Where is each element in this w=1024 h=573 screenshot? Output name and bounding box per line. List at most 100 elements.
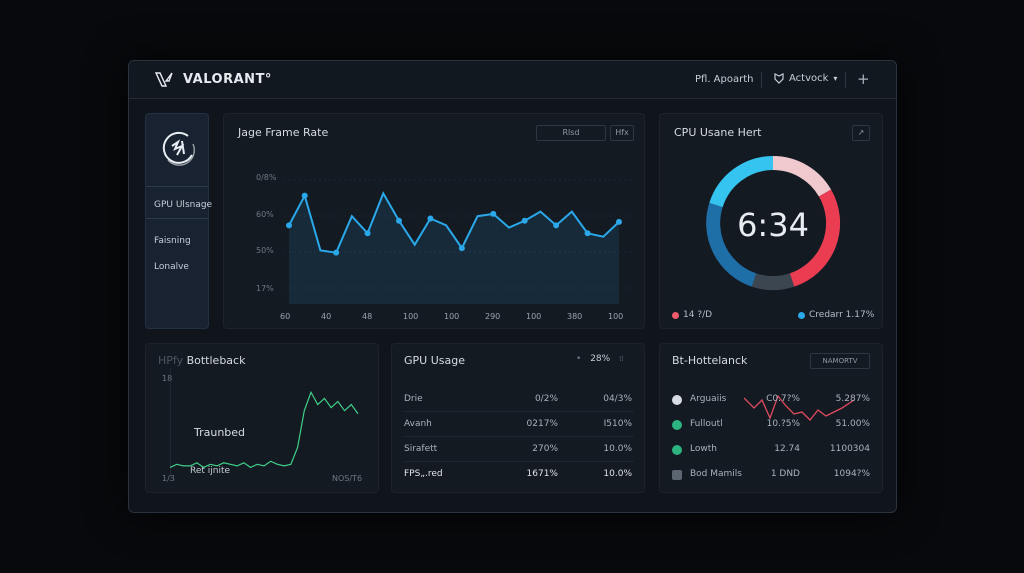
top-bar: VALORANT° Pfl. Apoarth Actvock ▾ +	[129, 61, 896, 99]
bottleneck-label-sub: Ret ijnite	[190, 466, 231, 476]
expand-icon[interactable]: ↗	[852, 125, 870, 141]
bt-row-value-a: C0.7?%	[766, 394, 800, 404]
divider	[761, 72, 762, 88]
sidebar-item-gpu-usage[interactable]: GPU Ulsnage	[154, 200, 213, 210]
sidebar-item-lonalve[interactable]: Lonalve	[154, 262, 189, 272]
account-menu[interactable]: Actvock ▾	[774, 73, 837, 84]
more-icon: ⁞⁞	[619, 355, 624, 363]
x-tick-label: 380	[567, 312, 583, 321]
bt-row-label: Fulloutl	[690, 419, 723, 429]
x-tick-label: 60	[280, 312, 291, 321]
gpu-usage-card: GPU Usage • 28% ⁞⁞ Drie 0/2% 04/3% Avanh 021…	[391, 343, 645, 493]
cpu-gauge	[706, 155, 841, 291]
brand-name: VALORANT°	[183, 72, 272, 87]
data-point	[427, 215, 434, 222]
series-area	[289, 193, 619, 304]
row-divider	[404, 411, 634, 412]
valorant-logo-icon	[155, 72, 173, 87]
gpu-row-value-a: 0217%	[526, 419, 558, 429]
bt-row-value-a: 1 DND	[770, 469, 800, 479]
data-point	[553, 222, 560, 229]
data-point	[396, 217, 402, 224]
data-point	[301, 192, 308, 199]
cpu-legend-left: 14 ?/D	[672, 310, 712, 320]
user-name[interactable]: Pfl. Apoarth	[695, 74, 754, 85]
series-line	[170, 390, 359, 469]
dot-icon	[672, 445, 682, 455]
y-tick-label: 18	[162, 374, 173, 383]
bt-row-label: Arguaiis	[690, 394, 727, 404]
bt-row-value-b: 1094?%	[833, 469, 870, 479]
data-point	[616, 218, 622, 225]
gpu-usage-title: GPU Usage	[404, 354, 465, 367]
gpu-row-value-b: I510%	[603, 419, 632, 429]
cpu-title: CPU Usane Hert	[674, 126, 762, 139]
data-point	[333, 249, 340, 256]
monitor-button[interactable]: NAMORTV	[810, 353, 870, 369]
gpu-row-value-b: 04/3%	[603, 394, 632, 404]
data-point	[286, 222, 292, 229]
data-point	[490, 210, 497, 217]
bottleneck-title: HPfy Bottleback	[158, 354, 245, 367]
frame-rate-chart	[284, 179, 634, 304]
x-tick-label: 100	[403, 312, 419, 321]
bottleneck-label-main: Traunbed	[194, 426, 246, 439]
bt-row-value-a: 12.74	[774, 444, 800, 454]
frame-rate-option-button[interactable]: Hfx	[610, 125, 634, 141]
divider	[845, 72, 846, 88]
x-tick-label: 100	[526, 312, 542, 321]
row-divider	[404, 436, 634, 437]
cpu-time: 6:34	[737, 206, 809, 244]
bullet-icon: •	[576, 354, 582, 364]
x-tick-label: 290	[485, 312, 501, 321]
emblem-icon	[162, 131, 196, 166]
shield-icon	[774, 73, 784, 84]
legend-dot-icon	[798, 311, 805, 319]
gpu-row-label: Sirafett	[404, 444, 438, 454]
bottleneck-sparkline	[744, 394, 854, 421]
x-tick-label: 40	[321, 312, 332, 321]
dot-icon	[672, 420, 682, 430]
x-tick-label: 48	[362, 312, 373, 321]
data-point	[584, 230, 591, 237]
chevron-down-icon: ▾	[833, 74, 838, 83]
row-divider	[404, 461, 634, 462]
bolt-icon	[672, 395, 682, 405]
y-tick-label: 17%	[256, 284, 274, 293]
legend-label: 14 ?/D	[683, 310, 713, 320]
bt-row-value-b: 51.00%	[835, 419, 870, 429]
x-tick-label: 100	[444, 312, 460, 321]
title-prefix: HPfy	[158, 354, 184, 367]
gpu-row-label: Avanh	[404, 419, 432, 429]
data-point	[458, 245, 465, 252]
data-point	[364, 230, 371, 237]
bt-row-label: Bod Mamils	[690, 469, 742, 479]
gpu-row-value-a: 1671%	[526, 469, 558, 479]
gpu-row-label: Drie	[404, 394, 423, 404]
cpu-card: CPU Usane Hert ↗ 6:34 14 ?/D Credarr 1.1…	[659, 113, 883, 329]
gpu-usage-summary[interactable]: • 28% ⁞⁞	[576, 354, 624, 364]
gpu-row-label: FPS„.red	[404, 469, 443, 479]
gpu-row-value-b: 10.0%	[603, 469, 632, 479]
summary-value: 28%	[590, 354, 611, 364]
divider	[146, 218, 208, 219]
app-window: VALORANT° Pfl. Apoarth Actvock ▾ + GPU U…	[128, 60, 897, 513]
gpu-row-value-a: 0/2%	[534, 394, 558, 404]
sidebar-item-faisning[interactable]: Faisning	[154, 236, 191, 246]
add-button[interactable]: +	[857, 70, 870, 88]
y-tick-label: 50%	[256, 246, 274, 255]
bt-row-label: Lowth	[690, 444, 717, 454]
bottleneck-chart	[170, 368, 359, 480]
gpu-row-value-b: 10.0%	[603, 444, 632, 454]
series-line	[288, 191, 620, 254]
y-tick-label: 1/3	[162, 474, 175, 483]
bt-row-value-b: 1100304	[829, 444, 870, 454]
data-point	[521, 217, 528, 224]
bt-hottelanck-title: Bt-Hottelanck	[672, 354, 748, 367]
frame-rate-card: Jage Frame Rate Rlsd Hfx 0/8% 60% 50% 17…	[223, 113, 645, 329]
frame-rate-filter-button[interactable]: Rlsd	[536, 125, 606, 141]
gpu-row-value-a: 270%	[532, 444, 558, 454]
grid-icon	[672, 470, 682, 480]
sidebar: GPU Ulsnage Faisning Lonalve	[145, 113, 213, 329]
x-tick-label: 100	[608, 312, 624, 321]
